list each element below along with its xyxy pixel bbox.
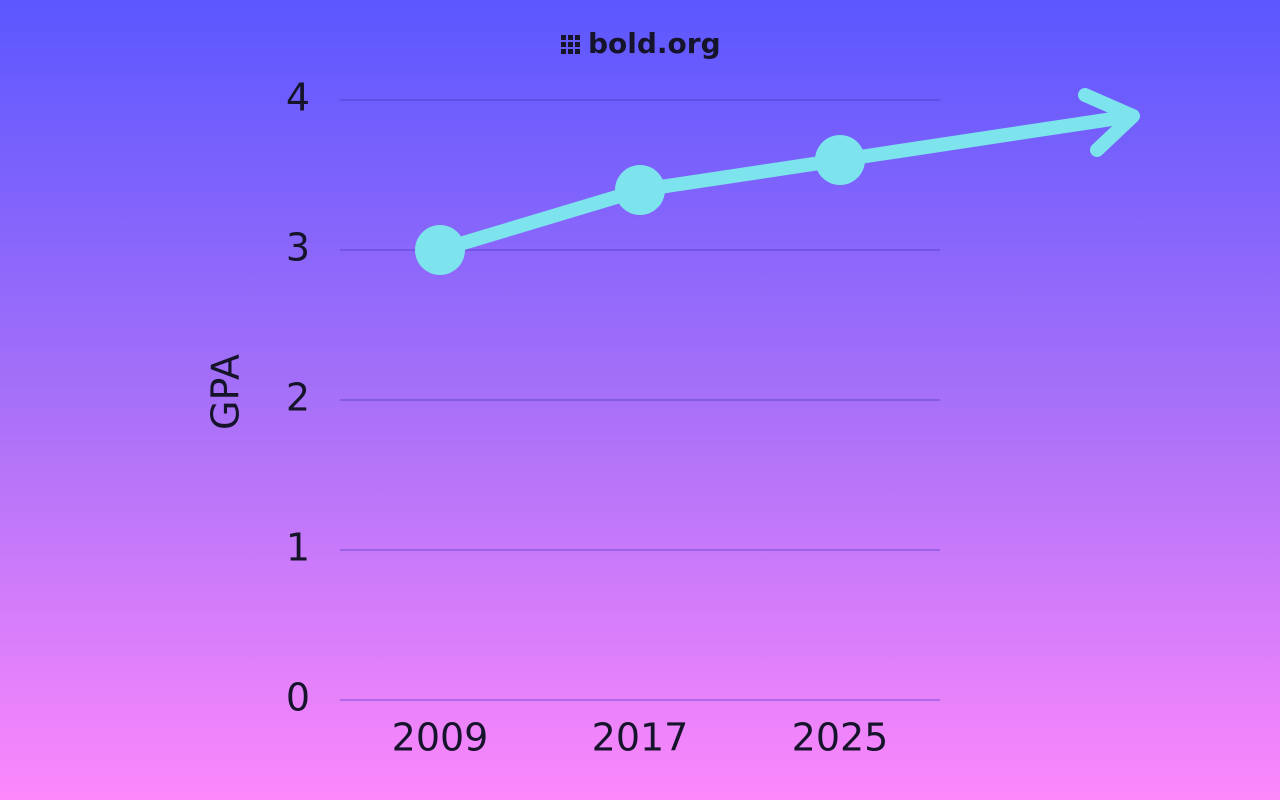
y-tick-label: 4 bbox=[286, 76, 310, 120]
y-tick-label: 2 bbox=[286, 376, 310, 420]
x-tick-label: 2025 bbox=[792, 716, 889, 760]
point bbox=[815, 135, 865, 185]
point bbox=[415, 225, 465, 275]
x-tick-label: 2017 bbox=[592, 716, 689, 760]
y-tick-label: 3 bbox=[286, 226, 310, 270]
y-tick-label: 1 bbox=[286, 526, 310, 570]
brand-name: bold.org bbox=[588, 27, 721, 60]
brand-logo bbox=[561, 35, 580, 54]
y-tick-label: 0 bbox=[286, 676, 310, 720]
point bbox=[615, 165, 665, 215]
x-tick-label: 2009 bbox=[392, 716, 489, 760]
trend-arrow bbox=[833, 88, 1140, 167]
y-axis-label: GPA bbox=[204, 354, 248, 430]
